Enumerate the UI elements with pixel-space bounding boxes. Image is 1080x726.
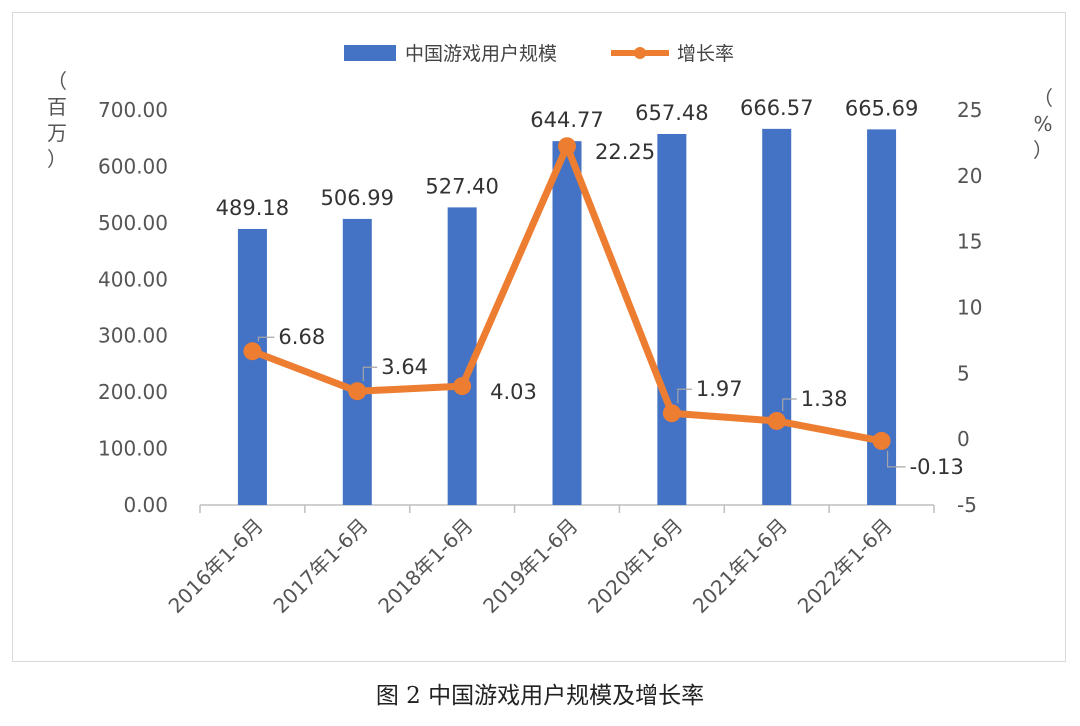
x-category-label: 2020年1-6月	[583, 514, 687, 618]
x-category-label: 2018年1-6月	[373, 514, 477, 618]
line-point	[662, 404, 681, 423]
line-value-label: 6.68	[278, 325, 325, 349]
y-left-unit-label: 百	[47, 95, 67, 119]
y-left-tick-label: 200.00	[98, 380, 168, 404]
y-left-tick-label: 100.00	[98, 437, 168, 461]
line-value-label: 1.97	[696, 377, 743, 401]
y-left-tick-label: 600.00	[98, 154, 168, 178]
bar-value-label: 666.57	[740, 96, 813, 120]
y-right-unit-label: ）	[1033, 138, 1053, 162]
y-right-tick-label: 0	[957, 427, 970, 451]
y-left-unit-label: （	[47, 69, 67, 93]
bar-value-label: 489.18	[216, 196, 289, 220]
legend-bar-swatch	[344, 45, 396, 61]
y-left-unit-label: 万	[47, 121, 67, 145]
bar	[342, 218, 372, 505]
line-point	[558, 137, 576, 156]
y-right-tick-label: 20	[957, 164, 982, 188]
bar-value-label: 657.48	[635, 101, 708, 125]
y-left-tick-label: 700.00	[98, 98, 168, 122]
bar	[552, 141, 582, 505]
bar-value-label: 665.69	[845, 96, 918, 120]
bar	[762, 128, 792, 505]
bar	[657, 133, 687, 505]
line-point	[872, 431, 891, 450]
legend-line-marker	[634, 47, 646, 59]
figure-caption: 图 2 中国游戏用户规模及增长率	[375, 683, 705, 709]
y-right-tick-label: 10	[957, 296, 982, 320]
y-right-unit-label: %	[1033, 112, 1052, 136]
x-category-label: 2022年1-6月	[793, 514, 897, 618]
x-category-label: 2016年1-6月	[164, 514, 268, 618]
y-left-tick-label: 500.00	[98, 211, 168, 235]
y-left-tick-label: 300.00	[98, 324, 168, 348]
line-label-leader	[257, 336, 275, 342]
line-label-leader	[362, 366, 378, 382]
line-label-leader	[886, 450, 906, 468]
y-left-tick-label: 400.00	[98, 267, 168, 291]
y-right-tick-label: 5	[957, 361, 970, 385]
line-point	[243, 342, 262, 361]
y-left-tick-label: 0.00	[123, 493, 168, 517]
bar-value-label: 506.99	[321, 186, 394, 210]
line-value-label: 3.64	[381, 355, 428, 379]
chart-svg: 0.00 100.00 200.00 300.00 400.00 500.00 600.00…	[47, 43, 1053, 618]
line-point	[767, 411, 786, 430]
line-label-leader	[677, 388, 692, 404]
legend-bar-label: 中国游戏用户规模	[405, 43, 557, 65]
y-left-unit-label: ）	[47, 147, 67, 171]
x-category-label: 2019年1-6月	[478, 514, 582, 618]
line-value-label: 1.38	[801, 387, 848, 411]
x-category-label: 2021年1-6月	[688, 514, 792, 618]
line-point	[453, 377, 472, 396]
bar-value-label: 527.40	[425, 174, 498, 198]
y-right-tick-label: 25	[957, 98, 982, 122]
line-value-label: -0.13	[910, 455, 964, 479]
line-value-label: 22.25	[595, 140, 655, 164]
y-right-tick-label: 15	[957, 230, 982, 254]
line-point	[348, 382, 367, 401]
line-label-leader	[782, 398, 797, 411]
bar	[237, 228, 267, 505]
x-category-label: 2017年1-6月	[268, 514, 372, 618]
chart-frame: 0.00 100.00 200.00 300.00 400.00 500.00 600.00…	[12, 12, 1066, 662]
bar-value-label: 644.77	[530, 108, 603, 132]
line-value-label: 4.03	[490, 380, 537, 404]
y-right-tick-label: -5	[957, 493, 977, 517]
legend-line-label: 增长率	[677, 43, 734, 65]
y-right-unit-label: （	[1033, 86, 1053, 110]
